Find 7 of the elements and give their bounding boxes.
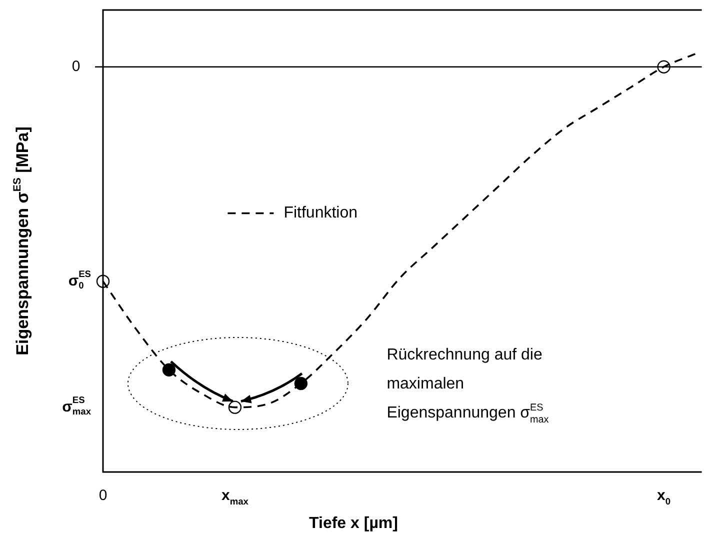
legend-label: Fitfunktion xyxy=(284,204,358,222)
point xyxy=(294,376,308,390)
x-axis-title: Tiefe x [µm] xyxy=(309,515,398,532)
y-axis-title: Eigenspannungen σES [MPa] xyxy=(11,126,32,356)
x-tick-label: 0 xyxy=(98,487,108,504)
ref-line-label: 0 xyxy=(72,58,80,75)
point xyxy=(162,363,176,376)
